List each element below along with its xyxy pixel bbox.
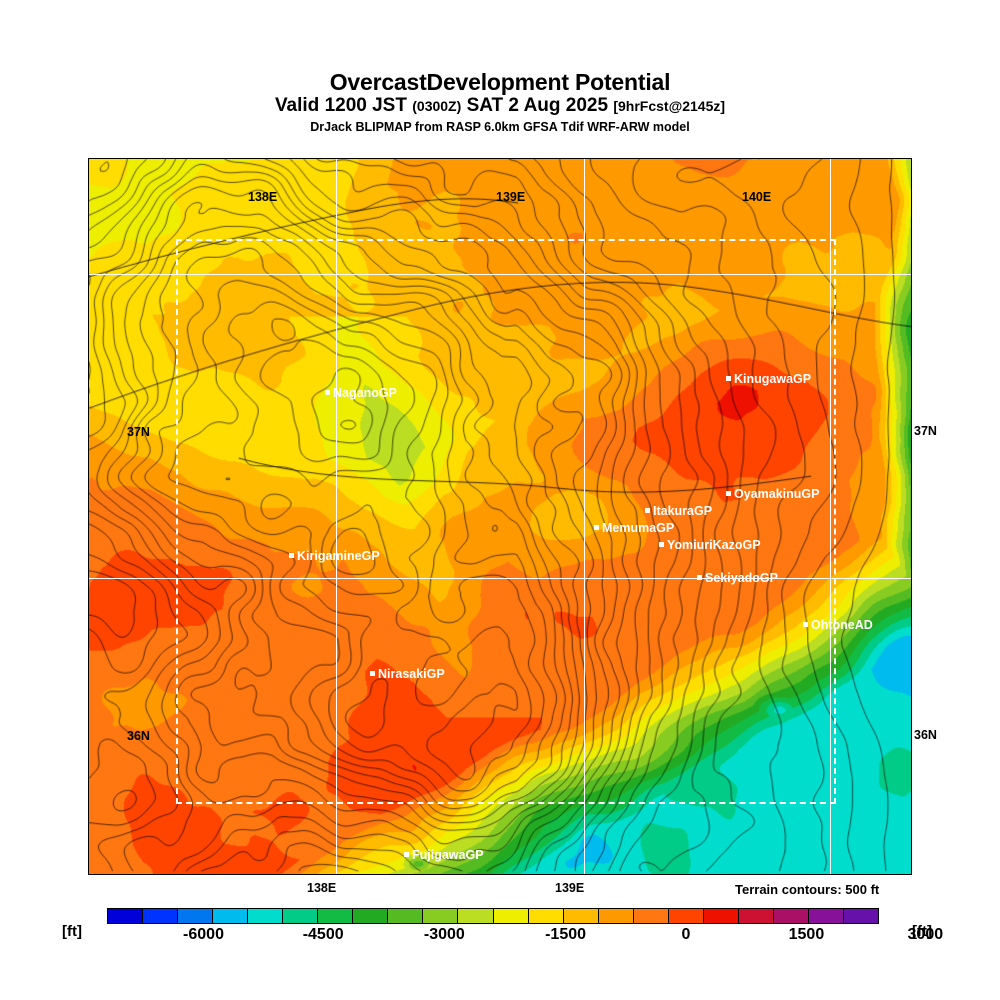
station-label: NaganoGP bbox=[333, 386, 397, 400]
colorbar-segment bbox=[318, 909, 354, 923]
station-label: ItakuraGP bbox=[653, 504, 713, 518]
latitude-label-right: 37N bbox=[914, 424, 937, 438]
title-block: OvercastDevelopment Potential Valid 1200… bbox=[0, 70, 1000, 135]
latitude-label-right: 36N bbox=[914, 728, 937, 742]
colorbar: [ft] [ft] -6000 -4500 -3000 -1500 0 1500 3000 bbox=[0, 905, 1000, 955]
colorbar-segment bbox=[213, 909, 249, 923]
valid-utc: (0300Z) bbox=[412, 98, 462, 114]
station-dot-icon bbox=[404, 852, 409, 858]
colorbar-tick-label: -6000 bbox=[183, 926, 224, 943]
station-label: SekiyadoGP bbox=[705, 571, 778, 585]
colorbar-segment bbox=[668, 909, 704, 923]
colorbar-segment bbox=[563, 909, 599, 923]
colorbar-segment bbox=[143, 909, 179, 923]
station-label: YomiuriKazoGP bbox=[667, 538, 761, 552]
colorbar-segment bbox=[738, 909, 774, 923]
colorbar-segment bbox=[808, 909, 844, 923]
domain-boundary-box bbox=[176, 239, 836, 804]
station-dot-icon bbox=[594, 525, 599, 531]
station-marker[interactable]: KinugawaGP bbox=[726, 373, 811, 385]
thermal-field-raster bbox=[89, 159, 911, 874]
longitude-gridline bbox=[336, 159, 337, 874]
station-marker[interactable]: FujigawaGP bbox=[404, 849, 484, 861]
longitude-label-top: 139E bbox=[496, 190, 526, 204]
longitude-label-bottom: 139E bbox=[555, 881, 585, 895]
station-marker[interactable]: NaganoGP bbox=[325, 387, 397, 399]
station-label: MemumaGP bbox=[602, 521, 675, 535]
latitude-label-left: 36N bbox=[127, 729, 150, 743]
longitude-gridline bbox=[584, 159, 585, 874]
colorbar-tick-label: 1500 bbox=[788, 926, 825, 943]
station-marker[interactable]: ItakuraGP bbox=[645, 505, 712, 517]
page-title: OvercastDevelopment Potential bbox=[329, 69, 671, 95]
colorbar-segment bbox=[458, 909, 494, 923]
colorbar-tick-label: -4500 bbox=[302, 926, 344, 943]
valid-main: Valid 1200 JST bbox=[274, 95, 407, 116]
colorbar-segment bbox=[353, 909, 389, 923]
station-marker[interactable]: OhtoneAD bbox=[803, 619, 873, 631]
colorbar-segment bbox=[633, 909, 669, 923]
longitude-label-bottom: 138E bbox=[307, 881, 337, 895]
station-label: OhtoneAD bbox=[811, 618, 873, 632]
valid-time-line: Valid 1200 JST (0300Z) SAT 2 Aug 2025 [9… bbox=[0, 95, 1000, 117]
station-marker[interactable]: YomiuriKazoGP bbox=[659, 539, 761, 551]
station-dot-icon bbox=[697, 575, 702, 581]
station-label: NirasakiGP bbox=[378, 667, 445, 681]
station-marker[interactable]: KirigamineGP bbox=[289, 550, 380, 562]
forecast-map[interactable]: NaganoGP KinugawaGP OyamakinuGP ItakuraGP Me… bbox=[88, 158, 912, 875]
colorbar-tick-label: 0 bbox=[681, 926, 691, 943]
colorbar-segment bbox=[843, 909, 879, 923]
longitude-label-top: 138E bbox=[248, 190, 278, 204]
station-dot-icon bbox=[726, 491, 731, 497]
station-dot-icon bbox=[289, 553, 294, 559]
colorbar-segment bbox=[178, 909, 214, 923]
colorbar-segment bbox=[248, 909, 284, 923]
colorbar-segment bbox=[423, 909, 459, 923]
colorbar-segment bbox=[283, 909, 319, 923]
station-label: FujigawaGP bbox=[412, 848, 484, 862]
latitude-gridline bbox=[89, 578, 911, 579]
station-dot-icon bbox=[370, 671, 375, 677]
latitude-label-left: 37N bbox=[127, 425, 150, 439]
colorbar-tick-label: -1500 bbox=[545, 926, 587, 943]
station-dot-icon bbox=[726, 376, 731, 382]
colorbar-segment bbox=[528, 909, 564, 923]
colorbar-segment bbox=[493, 909, 529, 923]
station-dot-icon bbox=[325, 390, 330, 396]
station-marker[interactable]: NirasakiGP bbox=[370, 668, 445, 680]
valid-date: SAT 2 Aug 2025 bbox=[466, 95, 609, 116]
longitude-gridline bbox=[830, 159, 831, 874]
station-dot-icon bbox=[645, 508, 650, 514]
colorbar-segment bbox=[703, 909, 739, 923]
station-label: KirigamineGP bbox=[297, 549, 380, 563]
colorbar-segment bbox=[388, 909, 424, 923]
station-marker[interactable]: MemumaGP bbox=[594, 522, 674, 534]
longitude-label-top: 140E bbox=[742, 190, 772, 204]
latitude-gridline bbox=[89, 274, 911, 275]
colorbar-segment bbox=[108, 909, 144, 923]
colorbar-segment bbox=[773, 909, 809, 923]
station-label: KinugawaGP bbox=[734, 372, 812, 386]
station-dot-icon bbox=[659, 542, 664, 548]
station-label: OyamakinuGP bbox=[734, 487, 820, 501]
colorbar-gradient bbox=[107, 908, 879, 924]
colorbar-tick-label: -3000 bbox=[423, 926, 465, 943]
colorbar-unit-right: [ft] bbox=[912, 923, 932, 940]
station-marker[interactable]: SekiyadoGP bbox=[697, 572, 778, 584]
terrain-contour-note: Terrain contours: 500 ft bbox=[735, 882, 880, 897]
colorbar-unit-left: [ft] bbox=[62, 923, 82, 940]
forecast-tag: [9hrFcst@2145z] bbox=[613, 98, 726, 114]
colorbar-tick-label: 3000 bbox=[907, 926, 944, 943]
model-line: DrJack BLIPMAP from RASP 6.0km GFSA Tdif… bbox=[310, 120, 690, 134]
colorbar-segment bbox=[598, 909, 634, 923]
station-marker[interactable]: OyamakinuGP bbox=[726, 488, 819, 500]
station-dot-icon bbox=[803, 622, 808, 628]
